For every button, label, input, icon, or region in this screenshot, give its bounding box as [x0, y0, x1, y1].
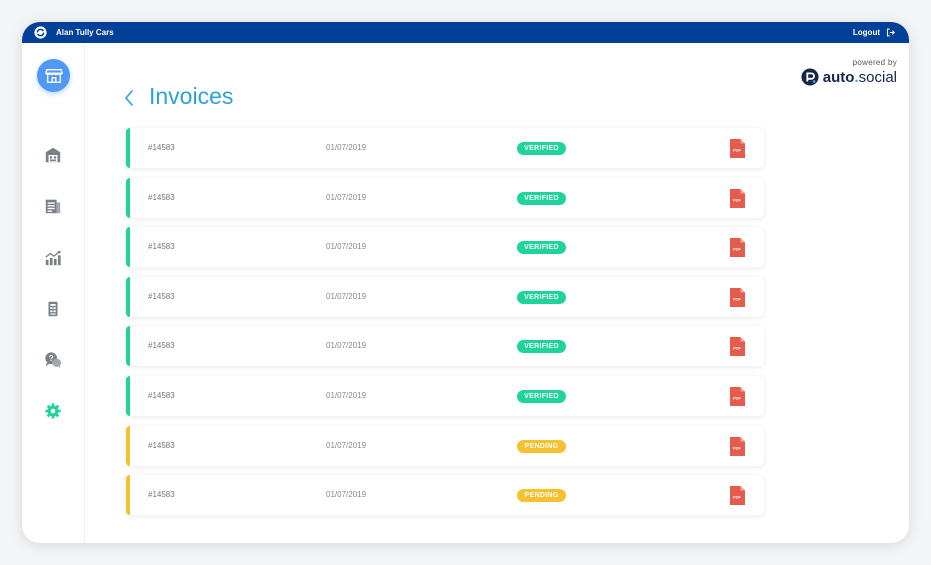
invoice-row[interactable]: #14583 01/07/2019 VERIFIED PDF [126, 128, 764, 168]
pdf-label: PDF [733, 148, 742, 153]
invoice-row[interactable]: #14583 01/07/2019 PENDING PDF [126, 425, 764, 466]
brand[interactable]: Alan Tully Cars [34, 25, 114, 40]
pdf-label: PDF [733, 197, 742, 202]
page-title: Invoices [149, 83, 234, 109]
status-badge: VERIFIED [517, 390, 566, 403]
sidebar-item-storefront[interactable] [37, 59, 70, 92]
dealership-icon [45, 147, 61, 163]
pdf-download-icon[interactable]: PDF [730, 387, 745, 406]
status-indicator-bar [126, 227, 130, 268]
analytics-icon [45, 250, 61, 266]
status-indicator-bar [126, 177, 130, 218]
powered-by: powered by auto. social [801, 58, 897, 86]
pdf-label: PDF [733, 396, 742, 401]
invoice-date: 01/07/2019 [326, 192, 367, 202]
auto-social-logo: auto. social [801, 68, 897, 86]
logout-label: Logout [852, 28, 880, 37]
svg-text:?: ? [49, 354, 54, 363]
pdf-download-icon[interactable]: PDF [730, 436, 745, 456]
logout-icon [886, 28, 895, 37]
status-badge: VERIFIED [517, 191, 566, 205]
pdf-label: PDF [733, 247, 742, 252]
pdf-download-icon[interactable]: PDF [730, 337, 745, 357]
sidebar-item-settings[interactable] [39, 397, 67, 425]
back-chevron-icon[interactable] [122, 88, 136, 108]
logo-auto-text: auto [822, 68, 855, 86]
invoice-row[interactable]: #14583 01/07/2019 VERIFIED PDF [126, 376, 764, 416]
sidebar-item-dealership[interactable] [39, 141, 67, 169]
app-name: Alan Tully Cars [56, 28, 114, 37]
invoice-number: #14583 [148, 341, 175, 351]
invoice-date: 01/07/2019 [326, 291, 367, 301]
invoice-date: 01/07/2019 [326, 242, 367, 252]
logo-dot-text: . [854, 68, 859, 86]
invoice-row[interactable]: #14583 01/07/2019 VERIFIED PDF [126, 177, 764, 218]
sidebar-item-analytics[interactable] [39, 244, 67, 272]
invoice-row[interactable]: #14583 01/07/2019 VERIFIED PDF [126, 227, 764, 268]
pdf-label: PDF [733, 296, 742, 301]
invoice-number: #14583 [148, 291, 175, 301]
sidebar-item-documents[interactable] [39, 192, 67, 220]
status-badge: VERIFIED [517, 142, 566, 155]
refresh-logo-icon [34, 26, 47, 39]
invoice-row[interactable]: #14583 01/07/2019 VERIFIED PDF [126, 276, 764, 317]
pdf-download-icon[interactable]: PDF [730, 287, 745, 307]
invoice-date: 01/07/2019 [326, 490, 367, 500]
invoice-number: #14583 [148, 143, 175, 152]
status-indicator-bar [126, 475, 130, 516]
invoice-date: 01/07/2019 [326, 440, 367, 450]
pdf-download-icon[interactable]: PDF [730, 139, 745, 158]
invoice-number: #14583 [148, 192, 175, 202]
pdf-label: PDF [733, 495, 742, 500]
auto-social-logo-icon [801, 68, 819, 86]
invoice-number: #14583 [148, 490, 175, 500]
status-badge: VERIFIED [517, 290, 566, 304]
top-bar: Alan Tully Cars Logout [22, 22, 909, 43]
app-window: Alan Tully Cars Logout [22, 22, 909, 543]
sidebar-item-support[interactable]: ? [39, 346, 67, 374]
invoice-row[interactable]: #14583 01/07/2019 PENDING PDF [126, 475, 764, 516]
settings-icon [45, 403, 61, 419]
powered-by-label: powered by [852, 58, 897, 67]
invoice-number: #14583 [148, 440, 175, 450]
pdf-download-icon[interactable]: PDF [730, 238, 745, 258]
invoice-date: 01/07/2019 [326, 143, 367, 152]
status-badge: VERIFIED [517, 241, 566, 255]
documents-icon [45, 199, 61, 214]
pdf-download-icon[interactable]: PDF [730, 486, 745, 506]
status-indicator-bar [126, 326, 130, 367]
status-indicator-bar [126, 276, 130, 317]
invoice-row[interactable]: #14583 01/07/2019 VERIFIED PDF [126, 326, 764, 367]
invoice-date: 01/07/2019 [326, 391, 367, 400]
sidebar: ? [22, 43, 85, 543]
pdf-download-icon[interactable]: PDF [730, 188, 745, 208]
storefront-icon [44, 68, 63, 83]
invoice-date: 01/07/2019 [326, 341, 367, 351]
pdf-label: PDF [733, 445, 742, 450]
invoice-icon [48, 301, 58, 317]
logout-button[interactable]: Logout [853, 25, 895, 40]
status-indicator-bar [126, 128, 130, 168]
sidebar-item-invoices[interactable] [39, 295, 67, 323]
invoice-number: #14583 [148, 391, 175, 400]
pdf-label: PDF [733, 346, 742, 351]
status-badge: PENDING [517, 439, 566, 453]
logo-social-text: social [858, 68, 897, 86]
status-indicator-bar [126, 425, 130, 466]
status-badge: PENDING [517, 489, 566, 503]
invoice-number: #14583 [148, 242, 175, 252]
support-chat-icon: ? [45, 352, 62, 369]
status-indicator-bar [126, 376, 130, 416]
status-badge: VERIFIED [517, 340, 566, 354]
